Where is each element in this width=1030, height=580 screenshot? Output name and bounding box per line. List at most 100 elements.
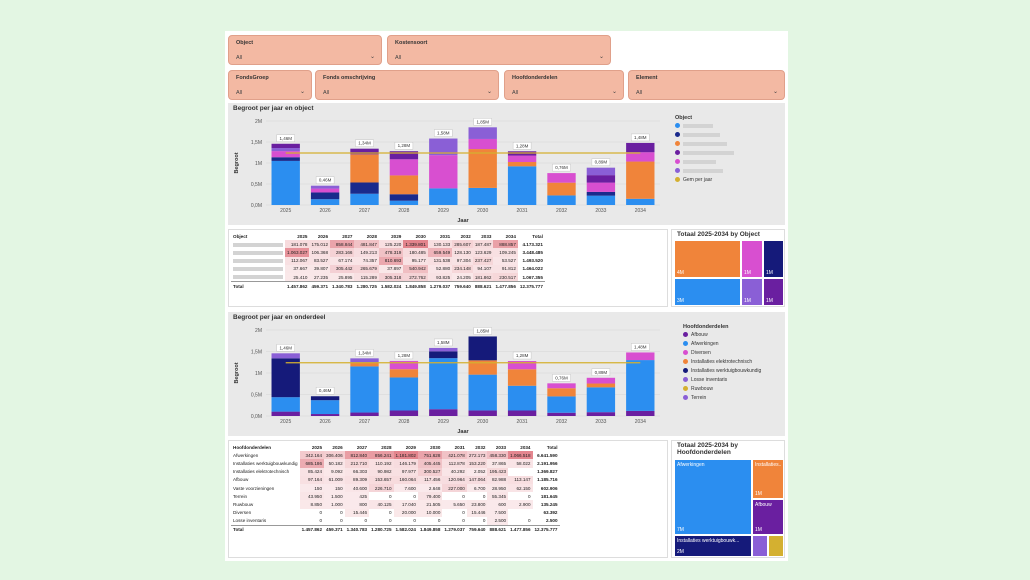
legend-item[interactable]: Afbouw: [683, 330, 783, 339]
bar-segment[interactable]: [586, 182, 616, 192]
bar-segment[interactable]: [586, 175, 616, 183]
column-header[interactable]: Total: [532, 233, 543, 239]
column-header[interactable]: 2026: [332, 444, 343, 450]
treemap-cell[interactable]: Afwerkingen 7M: [674, 459, 752, 535]
bar-segment[interactable]: [350, 366, 379, 413]
bar-segment[interactable]: [429, 358, 458, 410]
table-row[interactable]: Afbouw 97.164 61.009 89.309 153.657 160.064 11…: [231, 475, 560, 484]
bar-segment[interactable]: [586, 412, 616, 416]
column-header[interactable]: 2030: [430, 444, 441, 450]
bar-segment[interactable]: [271, 397, 300, 412]
treemap-cell[interactable]: 3M: [674, 278, 741, 306]
column-header[interactable]: 2027: [356, 444, 368, 450]
bar-segment[interactable]: [547, 173, 576, 183]
bar-segment[interactable]: [626, 360, 655, 411]
chevron-down-icon[interactable]: ⌄: [486, 89, 492, 95]
bar-segment[interactable]: [507, 162, 537, 167]
table-row[interactable]: Diversen 0 0 15.446 0 20.000 10.000 0 15.446 7.50…: [231, 508, 560, 517]
bar-segment[interactable]: [389, 369, 419, 378]
slicer-hoofdonderdelen[interactable]: Hoofdonderdelen All ⌄: [504, 70, 624, 100]
column-header[interactable]: Hoofdonderdelen: [233, 444, 272, 450]
legend-item[interactable]: Installaties werktuigbouwkundig: [683, 366, 783, 375]
column-header[interactable]: 2033: [481, 233, 492, 239]
bar-segment[interactable]: [507, 155, 537, 163]
bar-segment[interactable]: [586, 387, 616, 413]
treemap-cell[interactable]: 1M: [741, 240, 763, 278]
bar-segment[interactable]: [389, 175, 419, 195]
treemap-cell[interactable]: [752, 535, 768, 557]
column-header[interactable]: 2030: [415, 233, 426, 239]
bar-segment[interactable]: [626, 198, 655, 205]
legend-item[interactable]: Gem per jaar: [675, 175, 780, 184]
column-header[interactable]: 2032: [475, 444, 486, 450]
legend-item[interactable]: Installaties elektrotechnisch: [683, 357, 783, 366]
slicer-kostensoort[interactable]: Kostensoort All ⌄: [387, 35, 611, 65]
legend-item[interactable]: [675, 130, 780, 139]
column-header[interactable]: 2029: [391, 233, 402, 239]
treemap-cell[interactable]: 1M: [763, 240, 784, 278]
bar-segment[interactable]: [271, 148, 300, 152]
legend-item[interactable]: [675, 157, 780, 166]
bar-segment[interactable]: [350, 358, 379, 363]
bar-segment[interactable]: [586, 191, 616, 196]
bar-segment[interactable]: [507, 166, 537, 205]
bar-segment[interactable]: [586, 377, 616, 384]
bar-segment[interactable]: [310, 192, 340, 200]
column-header[interactable]: 2028: [381, 444, 392, 450]
table-row[interactable]: Terrein 43.950 1.500 425 0 0 79.400 0 0 55.345 0 18…: [231, 492, 560, 501]
treemap-cell[interactable]: Afbouw 1M: [752, 499, 784, 535]
bar-segment[interactable]: [271, 157, 300, 161]
bar-segment[interactable]: [389, 151, 419, 160]
legend-item[interactable]: Losse inventaris: [683, 375, 783, 384]
table-row[interactable]: Installaties elektrotechnisch 85.424 9.092…: [231, 467, 560, 476]
bar-segment[interactable]: [468, 336, 497, 361]
legend-item[interactable]: Diversen: [683, 348, 783, 357]
bar-segment[interactable]: [271, 411, 300, 416]
chevron-down-icon[interactable]: ⌄: [369, 54, 375, 60]
table-row[interactable]: Losse inventaris 0 0 0 0 0 0 0 0 2.500 0 2.500: [231, 516, 560, 526]
column-header[interactable]: 2027: [342, 233, 353, 239]
slicer-object[interactable]: Object All ⌄: [228, 35, 382, 65]
table-row[interactable]: 181.078 175.012 858.844 481.847 125.220 1.339…: [231, 240, 545, 249]
bar-segment[interactable]: [547, 195, 576, 205]
chevron-down-icon[interactable]: ⌄: [611, 89, 617, 95]
bar-segment[interactable]: [626, 161, 655, 199]
bar-segment[interactable]: [507, 385, 537, 411]
bar-segment[interactable]: [271, 160, 300, 205]
column-header[interactable]: 2033: [495, 444, 507, 450]
column-header[interactable]: 2032: [460, 233, 471, 239]
bar-segment[interactable]: [310, 396, 340, 401]
slicer-fonds-omschrijving[interactable]: Fonds omschrijving All ⌄: [315, 70, 499, 100]
table-row[interactable]: Vaste voorzieningen 150 150 40.600 226.710 7.…: [231, 483, 560, 493]
bar-segment[interactable]: [507, 361, 537, 370]
bar-segment[interactable]: [468, 149, 497, 188]
bar-segment[interactable]: [310, 199, 340, 205]
bar-segment[interactable]: [468, 127, 497, 139]
bar-segment[interactable]: [350, 412, 379, 416]
table-row[interactable]: Ruwbouw 8.850 1.000 800 40.125 17.040 21.505 5.…: [231, 500, 560, 509]
column-header[interactable]: Total: [546, 444, 558, 450]
chevron-down-icon[interactable]: ⌄: [299, 89, 305, 95]
bar-segment[interactable]: [468, 360, 497, 375]
bar-segment[interactable]: [350, 182, 379, 194]
bar-segment[interactable]: [310, 188, 340, 193]
bar-segment[interactable]: [350, 154, 379, 183]
bar-segment[interactable]: [350, 362, 379, 367]
bar-segment[interactable]: [468, 187, 497, 205]
legend-item[interactable]: [675, 121, 780, 130]
treemap-cell[interactable]: 4M: [674, 240, 741, 278]
slicer-element[interactable]: Element All ⌄: [628, 70, 785, 100]
bar-segment[interactable]: [271, 143, 300, 149]
bar-segment[interactable]: [626, 410, 655, 416]
column-header[interactable]: 2031: [440, 233, 451, 239]
table-row[interactable]: 112.067 83.527 67.174 74.357 810.693 95.177 13…: [231, 256, 545, 265]
column-header[interactable]: 2031: [454, 444, 465, 450]
bar-segment[interactable]: [547, 396, 576, 413]
bar-segment[interactable]: [310, 414, 340, 416]
treemap-cell[interactable]: 1M: [741, 278, 763, 306]
bar-segment[interactable]: [507, 410, 537, 416]
column-header[interactable]: 2025: [297, 233, 308, 239]
bar-segment[interactable]: [389, 159, 419, 176]
treemap-cell[interactable]: 1M: [763, 278, 784, 306]
legend-item[interactable]: Ruwbouw: [683, 384, 783, 393]
